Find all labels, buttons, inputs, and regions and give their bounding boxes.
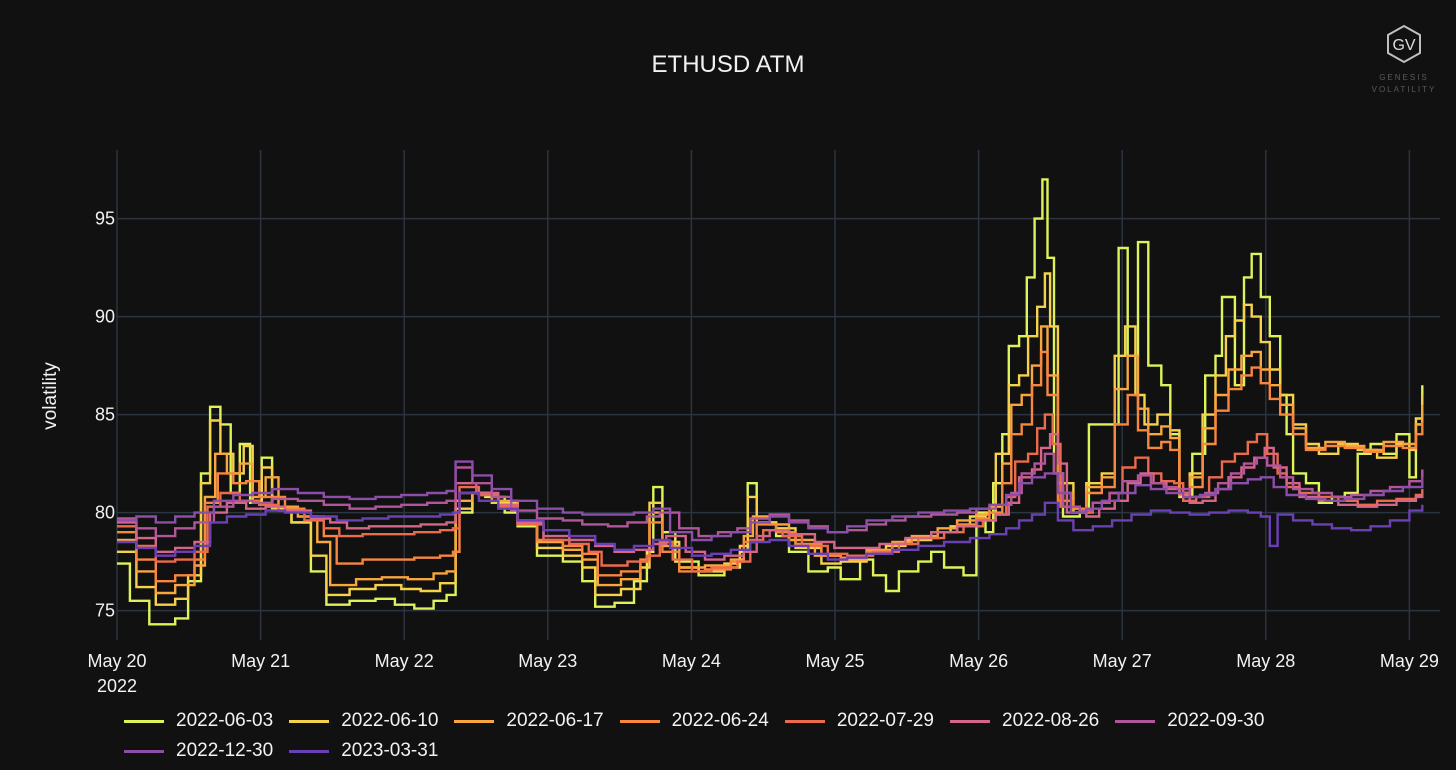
legend-item[interactable]: 2022-12-30 xyxy=(124,738,273,764)
legend-item[interactable]: 2022-09-30 xyxy=(1115,708,1264,734)
genesis-volatility-logo: GV GENESIS VOLATILITY xyxy=(1372,24,1437,94)
chart-legend: 2022-06-03 2022-06-10 2022-06-17 2022-06-24… xyxy=(124,708,1384,764)
y-tick-label: 90 xyxy=(95,307,115,327)
logo-line2: VOLATILITY xyxy=(1372,85,1437,94)
legend-swatch xyxy=(124,719,164,723)
y-axis-label: volatility xyxy=(40,362,61,430)
x-tick-label: May 25 xyxy=(805,651,864,671)
x-tick-label: May 23 xyxy=(518,651,577,671)
legend-swatch xyxy=(1115,719,1156,723)
x-tick-label: May 24 xyxy=(662,651,721,671)
legend-swatch xyxy=(124,749,164,753)
legend-label: 2022-06-03 xyxy=(176,710,274,731)
logo-initials: GV xyxy=(1392,37,1415,54)
legend-item[interactable]: 2022-06-24 xyxy=(619,708,769,734)
logo-line1: GENESIS xyxy=(1379,73,1429,82)
legend-label: 2022-07-29 xyxy=(836,710,935,731)
y-tick-label: 85 xyxy=(95,405,115,425)
y-tick-label: 95 xyxy=(95,209,115,229)
legend-swatch xyxy=(784,719,825,723)
x-tick-label: May 27 xyxy=(1093,651,1152,671)
legend-item[interactable]: 2022-08-26 xyxy=(950,708,1099,734)
x-tick-label: May 26 xyxy=(949,651,1008,671)
y-tick-label: 75 xyxy=(95,601,115,621)
legend-swatch xyxy=(619,719,660,723)
legend-item[interactable]: 2022-06-17 xyxy=(454,708,604,734)
legend-label: 2022-09-30 xyxy=(1167,710,1265,731)
legend-item[interactable]: 2023-03-31 xyxy=(289,738,438,764)
grid-lines xyxy=(116,150,1440,640)
series-line-2022-09-30 xyxy=(117,452,1424,538)
plot-area[interactable] xyxy=(117,178,1424,626)
series-line-2022-06-17 xyxy=(117,325,1424,595)
y-axis: 75 80 85 90 95 xyxy=(95,209,115,621)
legend-label: 2022-06-17 xyxy=(506,710,604,731)
y-tick-label: 80 xyxy=(95,503,115,523)
legend-label: 2023-03-31 xyxy=(341,740,439,761)
series-line-2022-06-03 xyxy=(117,178,1424,626)
series-line-2022-12-30 xyxy=(117,460,1424,542)
legend-label: 2022-06-24 xyxy=(671,710,769,731)
legend-item[interactable]: 2022-07-29 xyxy=(784,708,935,734)
legend-item[interactable]: 2022-06-10 xyxy=(289,708,438,734)
series-line-2022-07-29 xyxy=(117,413,1424,573)
x-tick-label: May 28 xyxy=(1236,651,1295,671)
series-line-2022-06-10 xyxy=(117,272,1424,606)
x-tick-label: May 20 xyxy=(87,651,146,671)
x-tick-label: May 21 xyxy=(231,651,290,671)
legend-item[interactable]: 2022-06-03 xyxy=(124,708,273,734)
legend-swatch xyxy=(454,719,495,723)
legend-swatch xyxy=(950,719,991,723)
legend-swatch xyxy=(289,749,330,753)
legend-label: 2022-06-10 xyxy=(341,710,439,731)
x-tick-label: May 22 xyxy=(375,651,434,671)
chart-title: ETHUSD ATM xyxy=(652,51,805,78)
x-axis: May 20 May 21 May 22 May 23 May 24 May 25 May … xyxy=(87,651,1438,696)
legend-label: 2022-08-26 xyxy=(1002,710,1100,731)
legend-swatch xyxy=(289,719,330,723)
series-line-2022-06-24 xyxy=(117,350,1424,583)
legend-label: 2022-12-30 xyxy=(176,740,274,761)
x-year-label: 2022 xyxy=(97,676,137,696)
x-tick-label: May 29 xyxy=(1380,651,1439,671)
series-line-2023-03-31 xyxy=(117,491,1424,561)
